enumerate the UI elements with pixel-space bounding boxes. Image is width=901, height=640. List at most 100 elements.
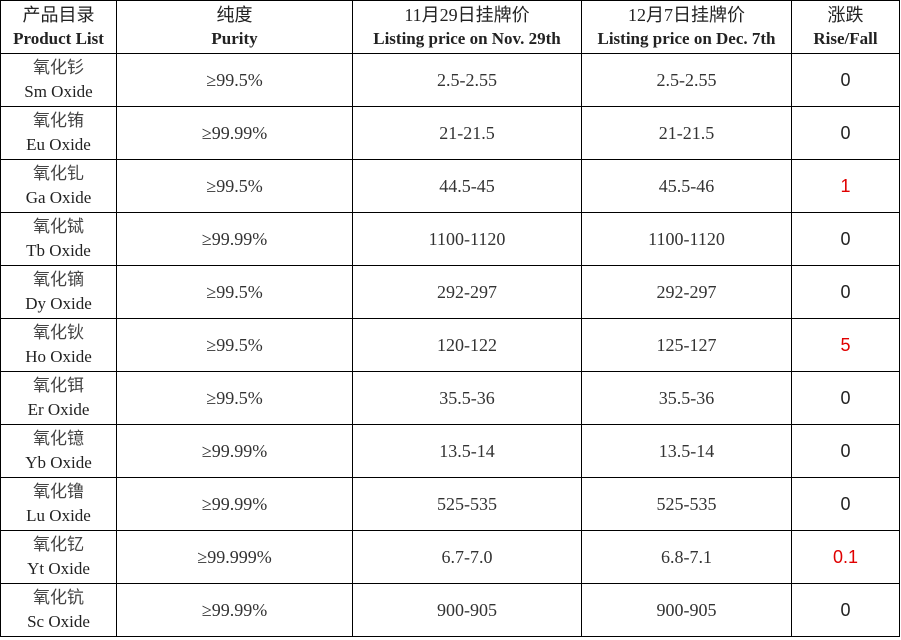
purity-cell: ≥99.99% — [116, 106, 353, 160]
purity-cell: ≥99.5% — [116, 159, 353, 213]
rise-fall-cell: 0 — [791, 106, 900, 160]
header-zh: 11月29日挂牌价 — [404, 5, 530, 25]
table-row: 氧化镱 Yb Oxide ≥99.99% 13.5-14 13.5-14 0 — [0, 424, 900, 478]
product-name-zh: 氧化钆 — [33, 164, 84, 183]
purity-cell: ≥99.5% — [116, 318, 353, 372]
rise-fall-cell: 0 — [791, 477, 900, 531]
rise-fall-cell: 1 — [791, 159, 900, 213]
product-name-en: Lu Oxide — [26, 506, 91, 525]
header-product-list: 产品目录 Product List — [0, 0, 117, 54]
header-zh: 12月7日挂牌价 — [628, 5, 745, 25]
dec7-price-cell: 35.5-36 — [581, 371, 792, 425]
product-name-zh: 氧化铽 — [33, 217, 84, 236]
header-en: Purity — [211, 29, 258, 48]
rise-fall-cell: 0 — [791, 212, 900, 266]
product-name-zh: 氧化铒 — [33, 376, 84, 395]
nov29-price-cell: 900-905 — [352, 583, 582, 637]
table-row: 氧化铕 Eu Oxide ≥99.99% 21-21.5 21-21.5 0 — [0, 106, 900, 160]
rise-fall-cell: 0.1 — [791, 530, 900, 584]
table-row: 氧化铒 Er Oxide ≥99.5% 35.5-36 35.5-36 0 — [0, 371, 900, 425]
header-zh: 产品目录 — [22, 5, 95, 25]
product-name-zh: 氧化钇 — [33, 535, 84, 554]
rise-fall-cell: 5 — [791, 318, 900, 372]
product-name-cell: 氧化镝 Dy Oxide — [0, 265, 117, 319]
product-name-cell: 氧化镱 Yb Oxide — [0, 424, 117, 478]
purity-cell: ≥99.5% — [116, 53, 353, 107]
header-en: Listing price on Dec. 7th — [597, 29, 776, 48]
dec7-price-cell: 21-21.5 — [581, 106, 792, 160]
dec7-price-cell: 1100-1120 — [581, 212, 792, 266]
dec7-price-cell: 45.5-46 — [581, 159, 792, 213]
rise-fall-cell: 0 — [791, 371, 900, 425]
purity-cell: ≥99.5% — [116, 371, 353, 425]
dec7-price-cell: 6.8-7.1 — [581, 530, 792, 584]
purity-cell: ≥99.999% — [116, 530, 353, 584]
product-name-zh: 氧化钐 — [33, 58, 84, 77]
product-name-cell: 氧化钐 Sm Oxide — [0, 53, 117, 107]
product-name-zh: 氧化钬 — [33, 323, 84, 342]
rise-fall-cell: 0 — [791, 583, 900, 637]
product-name-en: Yt Oxide — [27, 559, 90, 578]
product-name-en: Tb Oxide — [26, 241, 91, 260]
product-name-zh: 氧化镝 — [33, 270, 84, 289]
nov29-price-cell: 1100-1120 — [352, 212, 582, 266]
purity-cell: ≥99.99% — [116, 583, 353, 637]
product-name-cell: 氧化铒 Er Oxide — [0, 371, 117, 425]
table-row: 氧化镥 Lu Oxide ≥99.99% 525-535 525-535 0 — [0, 477, 900, 531]
nov29-price-cell: 21-21.5 — [352, 106, 582, 160]
table-row: 氧化钪 Sc Oxide ≥99.99% 900-905 900-905 0 — [0, 583, 900, 637]
header-zh: 纯度 — [216, 5, 253, 25]
nov29-price-cell: 6.7-7.0 — [352, 530, 582, 584]
dec7-price-cell: 2.5-2.55 — [581, 53, 792, 107]
purity-cell: ≥99.99% — [116, 212, 353, 266]
header-row: 产品目录 Product List 纯度 Purity 11月29日挂牌价 Li… — [0, 0, 900, 54]
table-row: 氧化钇 Yt Oxide ≥99.999% 6.7-7.0 6.8-7.1 0.1 — [0, 530, 900, 584]
nov29-price-cell: 35.5-36 — [352, 371, 582, 425]
rise-fall-cell: 0 — [791, 424, 900, 478]
product-name-cell: 氧化镥 Lu Oxide — [0, 477, 117, 531]
header-rise-fall: 涨跌 Rise/Fall — [791, 0, 900, 54]
dec7-price-cell: 525-535 — [581, 477, 792, 531]
header-zh: 涨跌 — [827, 5, 864, 25]
product-name-zh: 氧化铕 — [33, 111, 84, 130]
table-row: 氧化铽 Tb Oxide ≥99.99% 1100-1120 1100-1120 0 — [0, 212, 900, 266]
nov29-price-cell: 44.5-45 — [352, 159, 582, 213]
header-en: Rise/Fall — [813, 29, 878, 48]
product-name-en: Eu Oxide — [26, 135, 91, 154]
product-name-cell: 氧化铽 Tb Oxide — [0, 212, 117, 266]
header-en: Product List — [13, 29, 104, 48]
table-row: 氧化钬 Ho Oxide ≥99.5% 120-122 125-127 5 — [0, 318, 900, 372]
table-row: 氧化镝 Dy Oxide ≥99.5% 292-297 292-297 0 — [0, 265, 900, 319]
product-name-en: Yb Oxide — [25, 453, 92, 472]
purity-cell: ≥99.99% — [116, 424, 353, 478]
header-nov29-price: 11月29日挂牌价 Listing price on Nov. 29th — [352, 0, 582, 54]
dec7-price-cell: 13.5-14 — [581, 424, 792, 478]
header-purity: 纯度 Purity — [116, 0, 353, 54]
product-name-cell: 氧化钬 Ho Oxide — [0, 318, 117, 372]
product-name-en: Dy Oxide — [25, 294, 92, 313]
product-name-en: Sm Oxide — [24, 82, 93, 101]
dec7-price-cell: 125-127 — [581, 318, 792, 372]
nov29-price-cell: 2.5-2.55 — [352, 53, 582, 107]
product-name-cell: 氧化钇 Yt Oxide — [0, 530, 117, 584]
header-dec7-price: 12月7日挂牌价 Listing price on Dec. 7th — [581, 0, 792, 54]
purity-cell: ≥99.5% — [116, 265, 353, 319]
product-name-cell: 氧化钪 Sc Oxide — [0, 583, 117, 637]
product-name-en: Ho Oxide — [25, 347, 92, 366]
product-name-cell: 氧化钆 Ga Oxide — [0, 159, 117, 213]
product-name-cell: 氧化铕 Eu Oxide — [0, 106, 117, 160]
nov29-price-cell: 525-535 — [352, 477, 582, 531]
rise-fall-cell: 0 — [791, 53, 900, 107]
dec7-price-cell: 900-905 — [581, 583, 792, 637]
product-name-zh: 氧化镱 — [33, 429, 84, 448]
nov29-price-cell: 13.5-14 — [352, 424, 582, 478]
product-name-zh: 氧化镥 — [33, 482, 84, 501]
rise-fall-cell: 0 — [791, 265, 900, 319]
nov29-price-cell: 292-297 — [352, 265, 582, 319]
dec7-price-cell: 292-297 — [581, 265, 792, 319]
table-body: 氧化钐 Sm Oxide ≥99.5% 2.5-2.55 2.5-2.55 0 氧化铕 Eu … — [0, 53, 900, 637]
purity-cell: ≥99.99% — [116, 477, 353, 531]
product-name-zh: 氧化钪 — [33, 588, 84, 607]
product-name-en: Ga Oxide — [25, 188, 92, 207]
